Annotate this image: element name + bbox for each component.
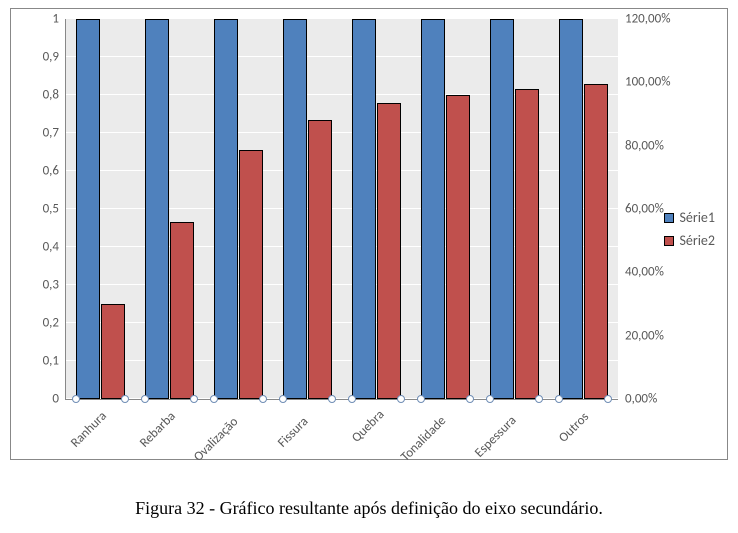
y-right-tick-label: 60,00%	[625, 202, 664, 217]
bar-series1	[421, 19, 446, 399]
y-right-tick-label: 80,00%	[625, 138, 664, 153]
y-left-tick-label: 0,9	[19, 50, 59, 65]
y-right-tick-label: 20,00%	[625, 328, 664, 343]
legend-item-series2: Série2	[664, 232, 715, 249]
line-marker-icon	[555, 395, 563, 403]
x-tick-label: Tonalidade	[398, 414, 449, 465]
legend-item-series1: Série1	[664, 209, 715, 226]
bar-series1	[214, 19, 239, 399]
figure-caption: Figura 32 - Gráfico resultante após defi…	[0, 498, 738, 519]
bar-series2	[446, 95, 471, 399]
y-left-tick-label: 0	[19, 392, 59, 407]
bar-series2	[239, 150, 264, 399]
bar-series2	[515, 89, 540, 399]
x-tick-label: Outros	[556, 409, 592, 445]
bar-series1	[559, 19, 584, 399]
line-marker-icon	[486, 395, 494, 403]
line-marker-icon	[72, 395, 80, 403]
x-tick-label: Espessura	[472, 413, 520, 461]
line-marker-icon	[348, 395, 356, 403]
y-left-tick-label: 0,1	[19, 354, 59, 369]
line-marker-icon	[604, 395, 612, 403]
plot-area	[65, 19, 618, 400]
x-tick-label: Quebra	[349, 407, 387, 445]
bar-series1	[283, 19, 308, 399]
legend-swatch-icon	[664, 236, 674, 246]
y-right-tick-label: 120,00%	[625, 12, 670, 27]
line-marker-icon	[210, 395, 218, 403]
bar-series1	[145, 19, 170, 399]
line-marker-icon	[328, 395, 336, 403]
y-right-tick-label: 100,00%	[625, 75, 670, 90]
y-left-tick-label: 0,2	[19, 316, 59, 331]
line-marker-icon	[397, 395, 405, 403]
bar-series2	[101, 304, 126, 399]
line-marker-icon	[466, 395, 474, 403]
figure-container: 0 0,1 0,2 0,3 0,4 0,5 0,6 0,7 0,8 0,9 1 0,00% 20,00…	[0, 0, 738, 533]
bar-series2	[308, 120, 333, 399]
bar-series1	[76, 19, 101, 399]
line-marker-icon	[417, 395, 425, 403]
legend-label: Série2	[679, 232, 715, 249]
x-tick-label: Rebarba	[137, 409, 179, 451]
bar-series2	[584, 84, 609, 399]
legend: Série1 Série2	[664, 209, 715, 255]
x-tick-label: Ovalização	[191, 415, 241, 465]
y-right-tick-label: 40,00%	[625, 265, 664, 280]
line-marker-icon	[190, 395, 198, 403]
legend-swatch-icon	[664, 213, 674, 223]
bar-series2	[377, 103, 402, 399]
line-marker-icon	[259, 395, 267, 403]
bar-series2	[170, 222, 195, 399]
y-left-tick-label: 0,6	[19, 164, 59, 179]
y-left-tick-label: 1	[19, 12, 59, 27]
y-left-tick-label: 0,7	[19, 126, 59, 141]
line-marker-icon	[121, 395, 129, 403]
line-marker-icon	[279, 395, 287, 403]
line-marker-icon	[535, 395, 543, 403]
y-left-tick-label: 0,5	[19, 202, 59, 217]
y-left-tick-label: 0,3	[19, 278, 59, 293]
legend-label: Série1	[679, 209, 715, 226]
bar-series1	[352, 19, 377, 399]
y-left-tick-label: 0,4	[19, 240, 59, 255]
line-marker-icon	[141, 395, 149, 403]
bar-series1	[490, 19, 515, 399]
x-tick-label: Fissura	[275, 414, 311, 450]
y-right-tick-label: 0,00%	[625, 392, 657, 407]
x-tick-label: Ranhura	[68, 408, 110, 450]
chart-frame: 0 0,1 0,2 0,3 0,4 0,5 0,6 0,7 0,8 0,9 1 0,00% 20,00…	[10, 8, 728, 460]
y-left-tick-label: 0,8	[19, 88, 59, 103]
